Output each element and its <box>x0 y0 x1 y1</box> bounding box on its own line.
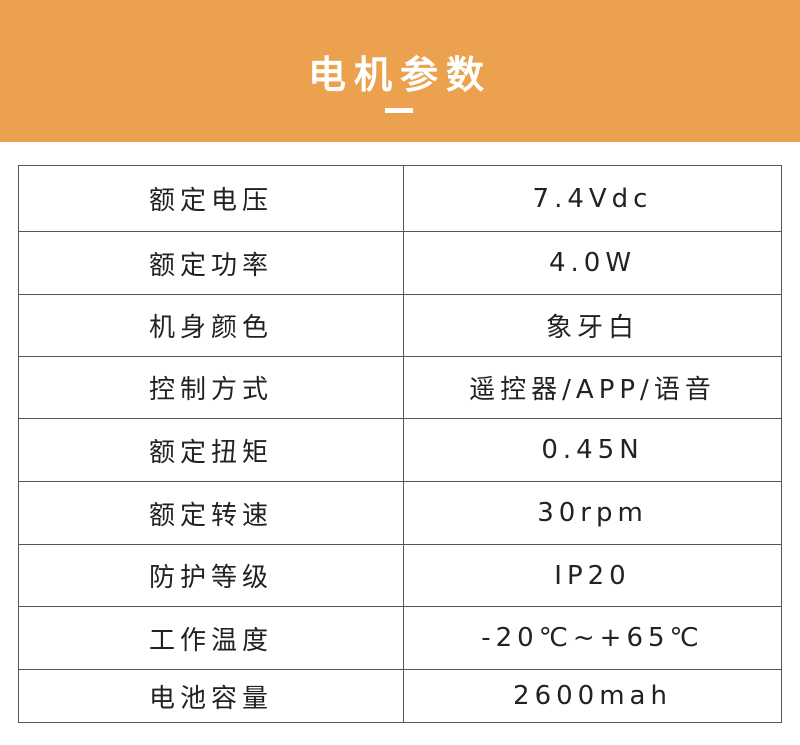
spec-label: 控制方式 <box>18 356 404 419</box>
spec-label: 防护等级 <box>18 544 404 607</box>
table-row: 电池容量 2600mah <box>18 669 782 723</box>
spec-value: -20℃~+65℃ <box>403 606 782 670</box>
table-row: 额定功率 4.0W <box>18 231 782 295</box>
spec-label: 电池容量 <box>18 669 404 723</box>
table-row: 防护等级 IP20 <box>18 544 782 607</box>
spec-table: 额定电压 7.4Vdc 额定功率 4.0W 机身颜色 象牙白 控制方式 遥控器/APP/语音额… <box>18 165 782 723</box>
title-underline <box>385 108 413 113</box>
spec-label: 额定电压 <box>18 165 404 232</box>
spec-value: 2600mah <box>403 669 782 723</box>
spec-label: 额定扭矩 <box>18 418 404 482</box>
table-row: 工作温度 -20℃~+65℃ <box>18 606 782 670</box>
spec-label: 机身颜色 <box>18 294 404 357</box>
page-title: 电机参数 <box>307 53 492 97</box>
spec-value: 遥控器/APP/语音 <box>403 356 782 419</box>
spec-label: 额定功率 <box>18 231 404 295</box>
table-row: 控制方式 遥控器/APP/语音 <box>18 356 782 419</box>
table-row: 额定电压 7.4Vdc <box>18 165 782 232</box>
table-row: 额定扭矩 0.45N <box>18 418 782 482</box>
spec-value: 象牙白 <box>403 294 782 357</box>
spec-value: IP20 <box>403 544 782 607</box>
spec-value: 30rpm <box>403 481 782 545</box>
header-band: 电机参数 <box>0 0 800 142</box>
spec-label: 额定转速 <box>18 481 404 545</box>
spec-value: 0.45N <box>403 418 782 482</box>
spec-value: 4.0W <box>403 231 782 295</box>
table-row: 机身颜色 象牙白 <box>18 294 782 357</box>
table-row: 额定转速 30rpm <box>18 481 782 545</box>
spec-label: 工作温度 <box>18 606 404 670</box>
spec-value: 7.4Vdc <box>403 165 782 232</box>
